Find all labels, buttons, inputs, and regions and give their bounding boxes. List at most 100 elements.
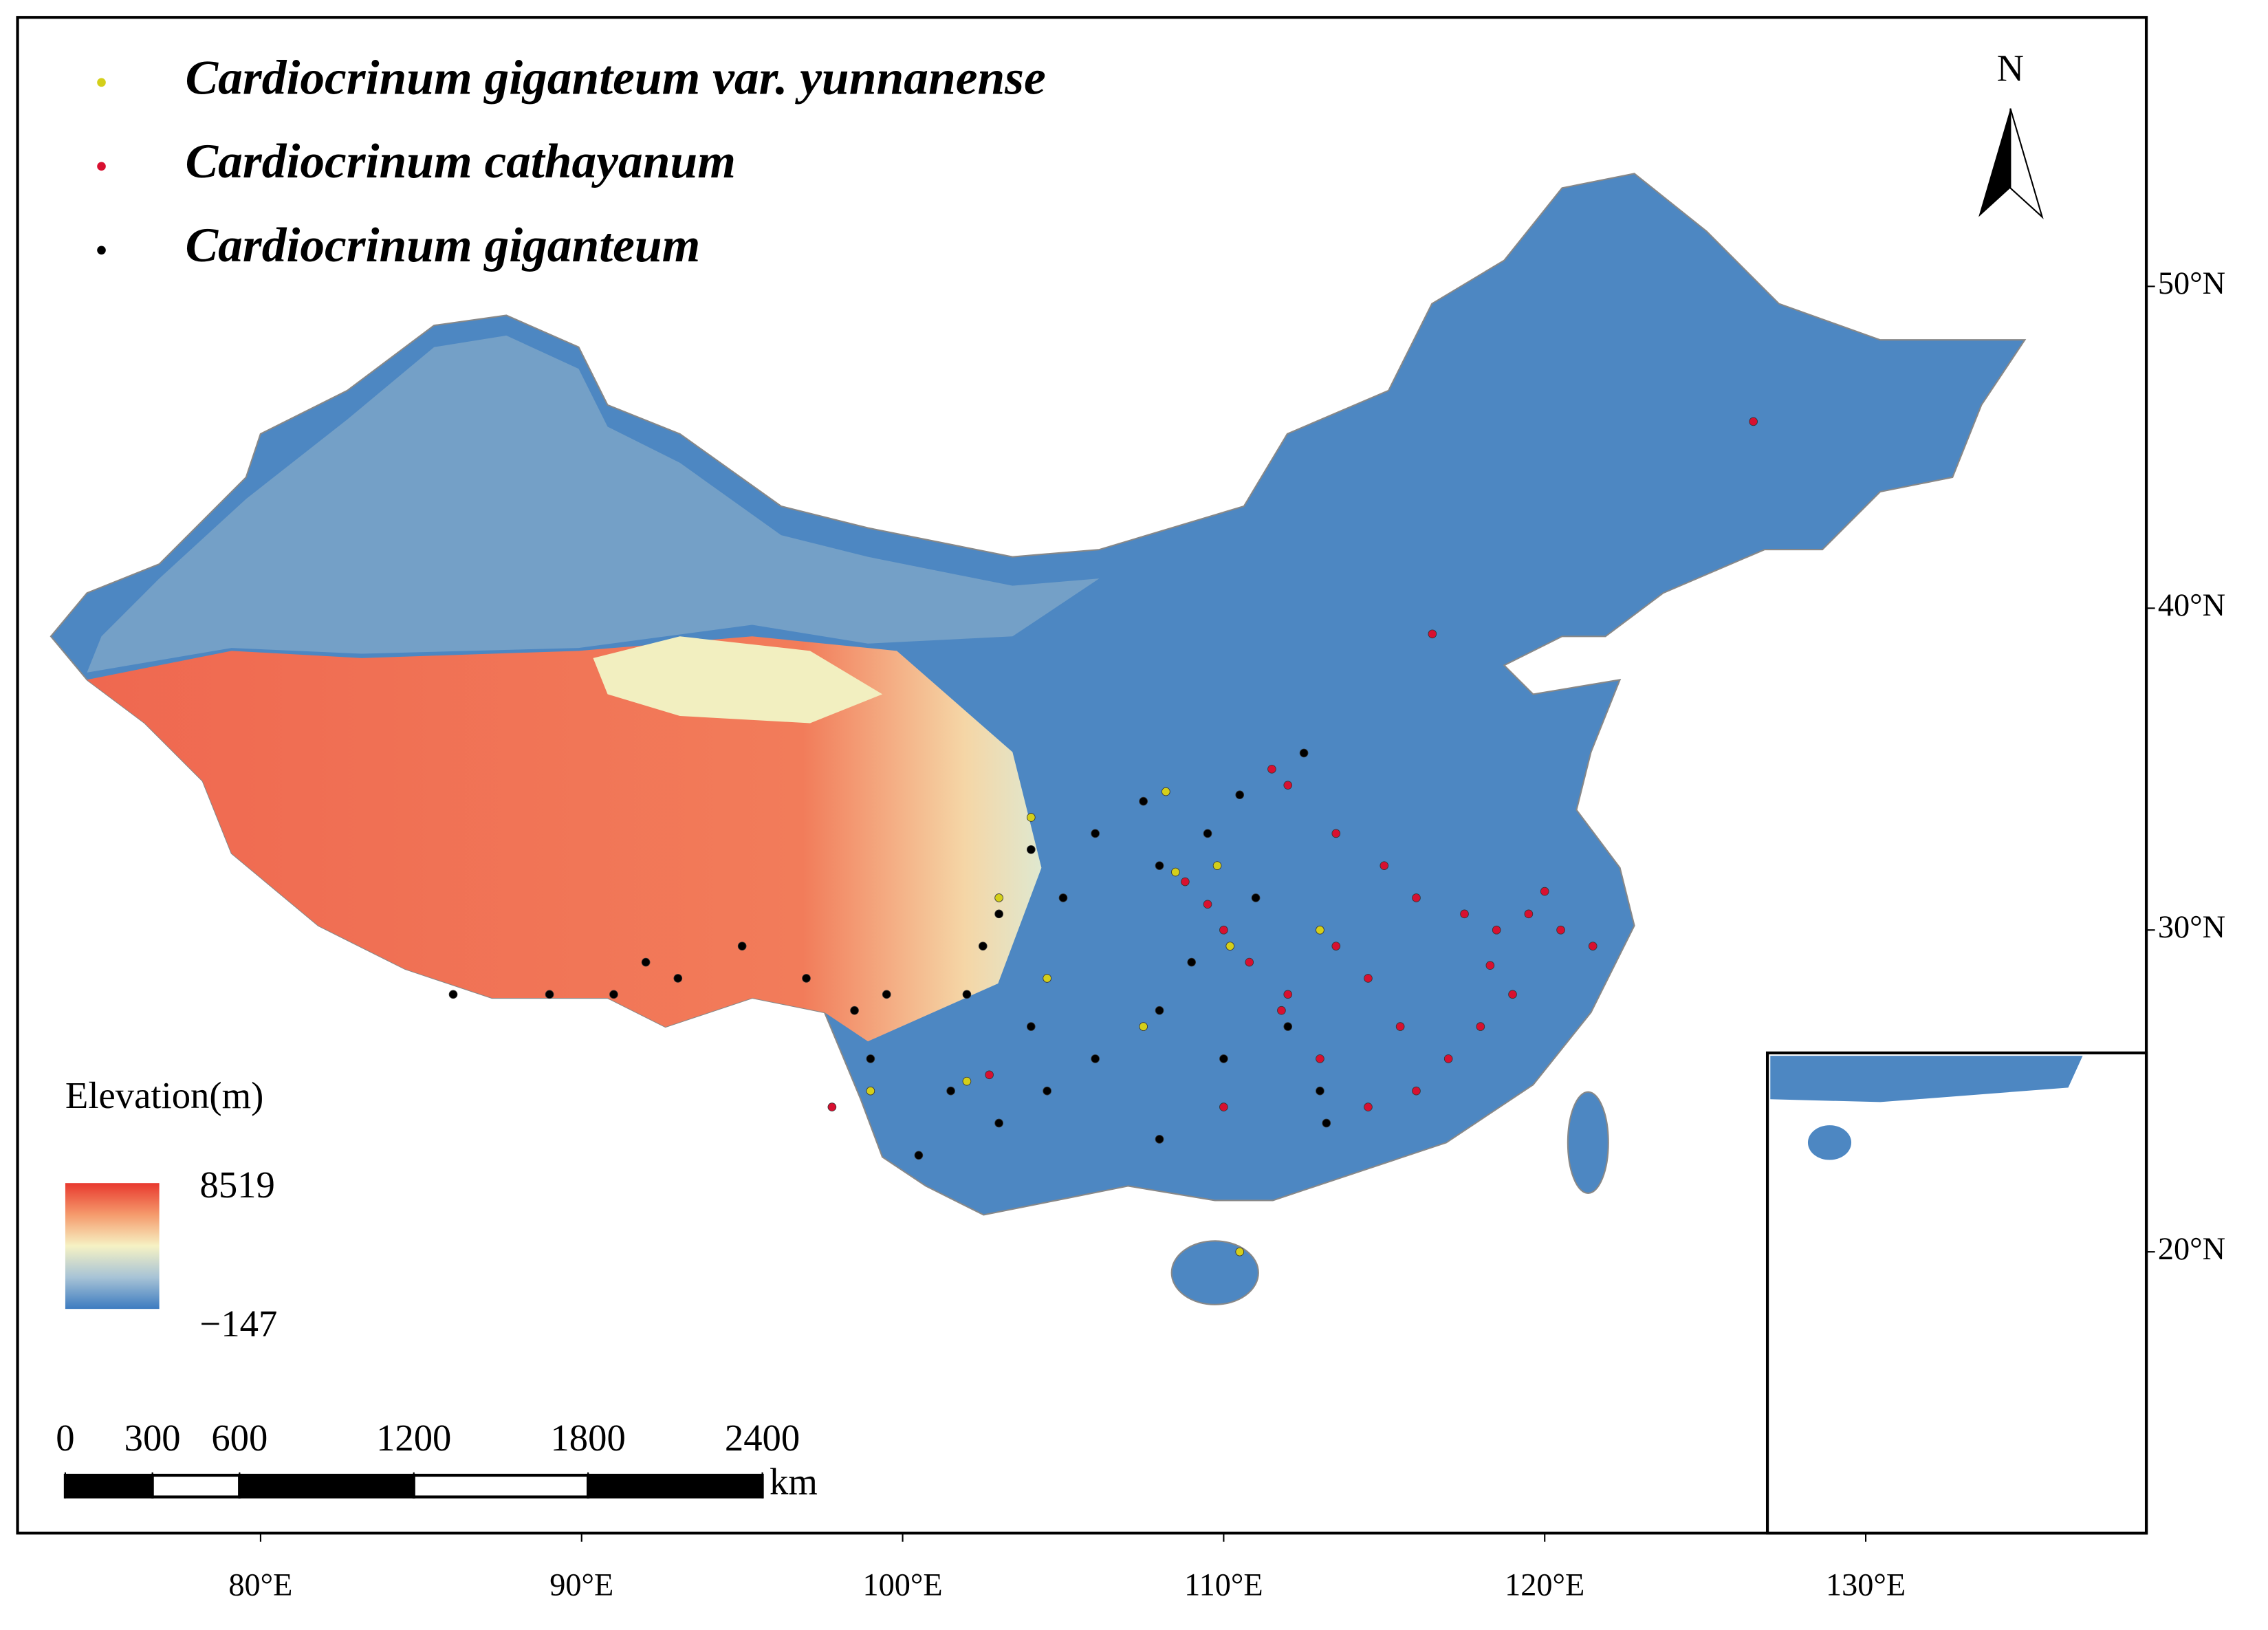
y-tick-label: 20°N: [2158, 1232, 2225, 1267]
inset-coast: [1770, 1056, 2083, 1102]
occurrence-point: [1187, 957, 1197, 967]
occurrence-point: [1364, 1102, 1373, 1111]
occurrence-point: [866, 1086, 875, 1096]
occurrence-point: [1235, 1247, 1245, 1257]
occurrence-point: [1058, 893, 1068, 902]
occurrence-point: [609, 990, 618, 999]
north-arrow: N: [1978, 47, 2044, 219]
elevation-title: Elevation(m): [65, 1074, 263, 1116]
occurrence-point: [802, 974, 811, 983]
occurrence-point: [1540, 887, 1549, 896]
occurrence-point: [1219, 1054, 1228, 1063]
occurrence-point: [1316, 1086, 1324, 1096]
scale-segment: [412, 1473, 590, 1499]
occurrence-point: [1219, 925, 1228, 935]
occurrence-point: [1492, 925, 1501, 935]
occurrence-point: [994, 909, 1003, 919]
occurrence-point: [1181, 877, 1190, 887]
occurrence-point: [962, 990, 972, 999]
scale-label: 1200: [376, 1417, 451, 1459]
scale-label: 0: [56, 1417, 74, 1459]
scale-label: 1800: [550, 1417, 625, 1459]
x-tick-label: 100°E: [863, 1568, 943, 1603]
elevation-min: −147: [200, 1303, 278, 1345]
occurrence-point: [1251, 893, 1261, 902]
occurrence-point: [866, 1054, 875, 1063]
occurrence-point: [1043, 1086, 1051, 1096]
x-tick-label: 80°E: [228, 1568, 292, 1603]
occurrence-point: [1219, 1102, 1228, 1111]
scale-label: 600: [211, 1417, 268, 1459]
occurrence-point: [1588, 942, 1598, 950]
occurrence-point: [1395, 1022, 1405, 1031]
occurrence-point: [1485, 961, 1495, 970]
y-tick-label: 30°N: [2158, 910, 2225, 945]
occurrence-point: [1443, 1054, 1453, 1063]
occurrence-point: [673, 974, 683, 983]
occurrence-point: [1235, 790, 1245, 800]
occurrence-point: [1026, 813, 1036, 822]
qaidam-region: [593, 636, 883, 724]
occurrence-point: [545, 990, 554, 999]
occurrence-point: [1091, 829, 1100, 838]
legend-label: Cardiocrinum giganteum: [185, 218, 700, 272]
north-label: N: [1997, 47, 2024, 89]
occurrence-point: [1380, 861, 1389, 870]
occurrence-point: [1155, 1006, 1164, 1015]
occurrence-point: [1245, 957, 1254, 967]
inset-frame: [1765, 1051, 2148, 1535]
scale-segment: [63, 1473, 154, 1499]
elevation-max: 8519: [200, 1164, 275, 1206]
occurrence-point: [1155, 1135, 1164, 1144]
occurrence-point: [882, 990, 891, 999]
legend-label: Cardiocrinum cathayanum: [185, 134, 735, 188]
occurrence-point: [1026, 845, 1036, 854]
occurrence-point: [1043, 974, 1051, 983]
y-tick-label: 50°N: [2158, 266, 2225, 301]
scale-segment: [587, 1473, 764, 1499]
occurrence-point: [737, 942, 747, 950]
legend-swatch: [97, 246, 106, 255]
inset-island: [1807, 1125, 1852, 1160]
occurrence-point: [1267, 764, 1276, 774]
occurrence-point: [1524, 909, 1534, 919]
occurrence-point: [1412, 1086, 1421, 1096]
occurrence-point: [985, 1070, 994, 1080]
occurrence-point: [1139, 1022, 1148, 1031]
occurrence-point: [1162, 787, 1170, 796]
x-tick-label: 120°E: [1505, 1568, 1584, 1603]
north-arrow-half: [1978, 108, 2011, 217]
island: [1567, 1091, 1609, 1194]
island: [1170, 1240, 1259, 1305]
occurrence-point: [1428, 629, 1437, 639]
occurrence-point: [1283, 990, 1293, 999]
x-tick-label: 90°E: [549, 1568, 613, 1603]
occurrence-point: [1476, 1022, 1485, 1031]
plateau-region: [87, 636, 1042, 1042]
occurrence-point: [1331, 942, 1341, 950]
x-tick-label: 130°E: [1826, 1568, 1906, 1603]
occurrence-point: [1203, 829, 1212, 838]
occurrence-point: [1331, 829, 1341, 838]
occurrence-point: [1277, 1006, 1286, 1015]
occurrence-point: [1171, 867, 1180, 877]
occurrence-point: [1556, 925, 1565, 935]
elevation-ramp: [65, 1183, 160, 1310]
legend-swatch: [97, 162, 106, 171]
scale-unit: km: [770, 1460, 818, 1502]
occurrence-point: [1316, 1054, 1324, 1063]
occurrence-point: [1283, 1022, 1293, 1031]
occurrence-point: [1508, 990, 1517, 999]
occurrence-point: [962, 1076, 972, 1086]
occurrence-point: [1749, 417, 1758, 426]
occurrence-point: [1155, 861, 1164, 870]
occurrence-point: [1091, 1054, 1100, 1063]
occurrence-point: [1322, 1118, 1331, 1128]
scale-segment: [238, 1473, 415, 1499]
occurrence-point: [1412, 893, 1421, 902]
occurrence-point: [978, 942, 988, 950]
occurrence-point: [946, 1086, 955, 1096]
scale-label: 300: [124, 1417, 181, 1459]
